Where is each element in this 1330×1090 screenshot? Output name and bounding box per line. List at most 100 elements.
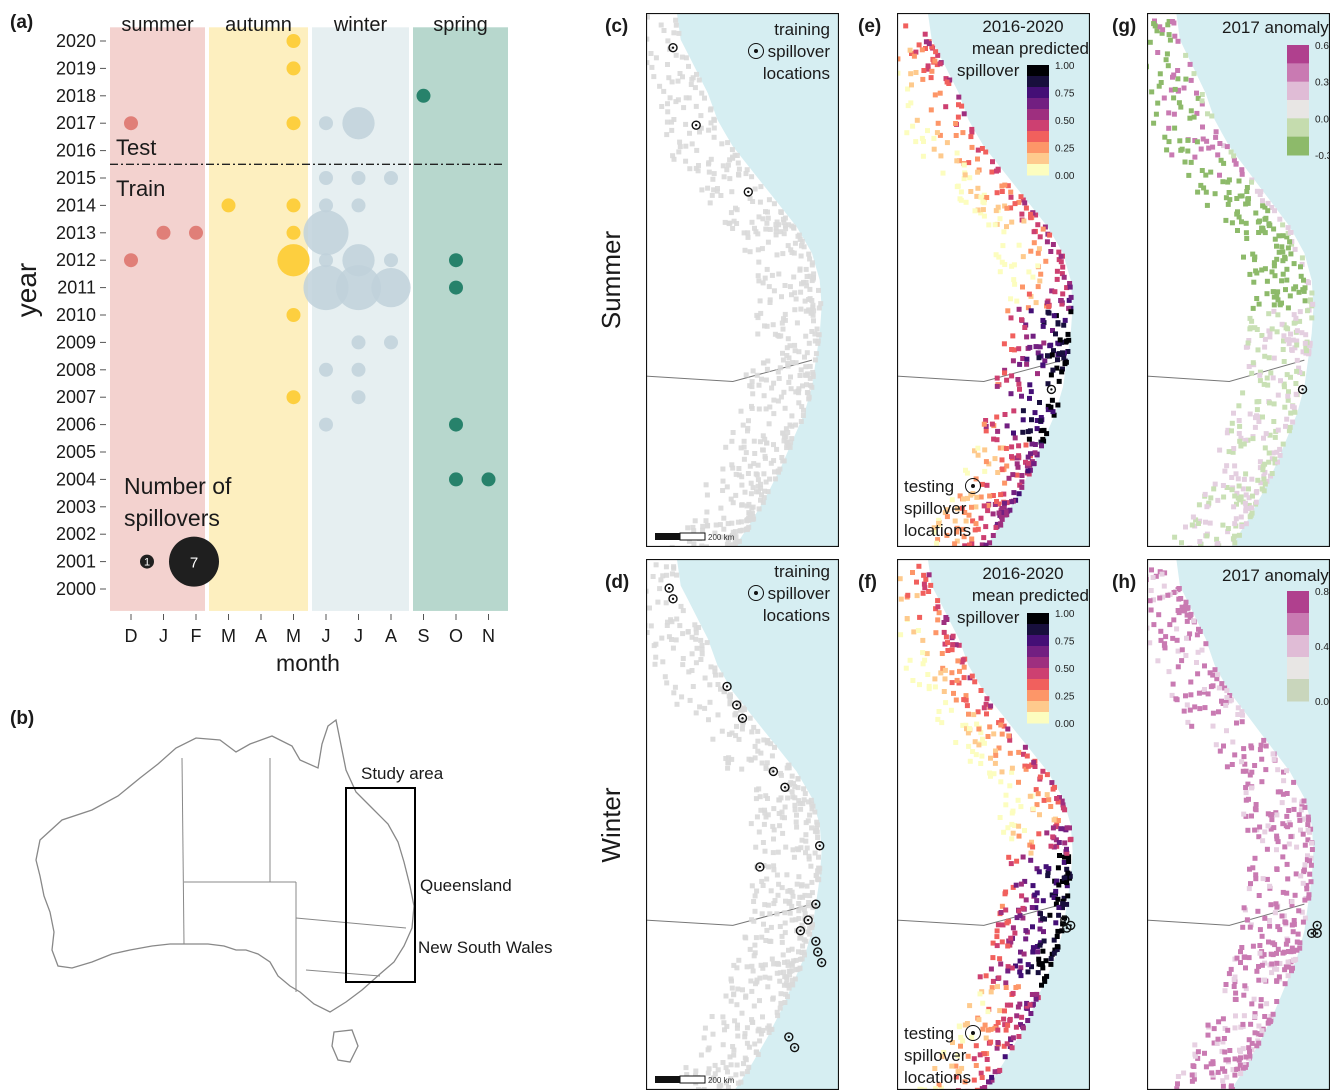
map-cell (764, 927, 770, 933)
map-cell (1011, 490, 1017, 496)
map-cell (1256, 1040, 1262, 1046)
map-cell (789, 961, 795, 967)
map-cell (1283, 423, 1288, 429)
map-cell (694, 147, 700, 153)
map-cell (1245, 200, 1251, 206)
map-cell (809, 924, 815, 930)
spillover-bubble (449, 417, 463, 432)
map-cell (673, 52, 679, 58)
map-cell (1020, 197, 1026, 203)
map-cell (681, 105, 687, 111)
map-cell (708, 664, 714, 670)
map-cell (1060, 264, 1066, 270)
map-cell (988, 755, 993, 761)
map-cell (796, 874, 802, 880)
map-cell (755, 738, 761, 744)
map-cell (1262, 353, 1268, 359)
map-cell (1307, 871, 1313, 877)
map-cell (1282, 844, 1288, 850)
map-cell (727, 1054, 733, 1060)
x-tick-label: J (322, 626, 331, 646)
map-cell (998, 514, 1004, 520)
map-cell (1064, 850, 1070, 856)
map-cell (799, 882, 805, 888)
map-cell (1206, 500, 1212, 506)
map-cell (1289, 902, 1295, 908)
map-cell (1019, 473, 1025, 478)
map-cell (733, 1072, 739, 1078)
map-cell (755, 728, 761, 734)
map-cell (758, 497, 763, 503)
map-cell (953, 1063, 959, 1069)
map-cell (774, 911, 780, 917)
map-cell (807, 931, 813, 937)
spillover-location-marker (816, 957, 827, 968)
map-cell (1171, 95, 1177, 101)
map-cell (809, 806, 815, 812)
map-cell (749, 729, 755, 735)
map-cell (1225, 529, 1231, 535)
map-cell (1058, 259, 1064, 265)
map-cell (730, 542, 736, 547)
map-cell (1283, 941, 1289, 947)
map-cell (1267, 334, 1273, 340)
map-cell (747, 946, 753, 952)
map-cell (706, 127, 712, 133)
map-cell (962, 172, 968, 178)
map-cell (991, 436, 997, 442)
spillover-bubble (286, 61, 301, 76)
map-cell (1246, 196, 1251, 202)
map-cell (781, 438, 787, 444)
map-cell (1022, 200, 1028, 206)
map-cell (767, 911, 773, 917)
map-cell (1015, 984, 1021, 990)
map-cell (989, 421, 995, 427)
map-cell (926, 589, 932, 594)
map-cell (1028, 451, 1033, 457)
map-cell (1262, 469, 1268, 475)
map-cell (1039, 982, 1044, 988)
map-cell (1053, 888, 1059, 894)
map-cell (1236, 532, 1242, 538)
map-cell (731, 1052, 737, 1058)
map-cell (1028, 857, 1034, 863)
map-cell (978, 688, 984, 693)
map-cell (943, 615, 949, 620)
map-cell (1012, 435, 1018, 441)
map-cell (922, 657, 928, 663)
map-cell (992, 1069, 998, 1075)
map-cell (752, 225, 757, 231)
map-cell (935, 537, 941, 543)
colorbar-tick-label: 1.00 (1055, 609, 1075, 620)
map-cell (1259, 333, 1265, 338)
map-cell (744, 1069, 750, 1075)
map-cell (1243, 785, 1249, 790)
map-cell (1009, 765, 1015, 771)
map-cell (783, 974, 789, 980)
map-cell (1166, 110, 1172, 116)
map-cell (1001, 341, 1007, 347)
map-cell (697, 704, 703, 710)
map-cell (941, 689, 947, 694)
map-cell (684, 1072, 690, 1078)
map-cell (1056, 912, 1062, 918)
map-cell (1224, 485, 1230, 490)
map-cell (940, 170, 946, 176)
map-cell (720, 488, 726, 493)
map-cell (1231, 446, 1237, 451)
map-cell (1175, 68, 1181, 73)
map-cell (1250, 360, 1256, 366)
map-cell (979, 481, 985, 487)
map-cell (1062, 317, 1068, 323)
map-cell (1203, 172, 1209, 178)
map-cell (785, 336, 791, 342)
spillover-location-dot (741, 717, 744, 720)
spillover-location-dot (1063, 918, 1067, 922)
land (646, 559, 822, 1090)
map-cell (1003, 907, 1009, 913)
map-cell (779, 294, 784, 300)
map-cell (1042, 916, 1047, 922)
map-cell (1277, 927, 1283, 933)
y-tick-label: 2020 (56, 31, 96, 51)
map-cell (777, 823, 783, 829)
